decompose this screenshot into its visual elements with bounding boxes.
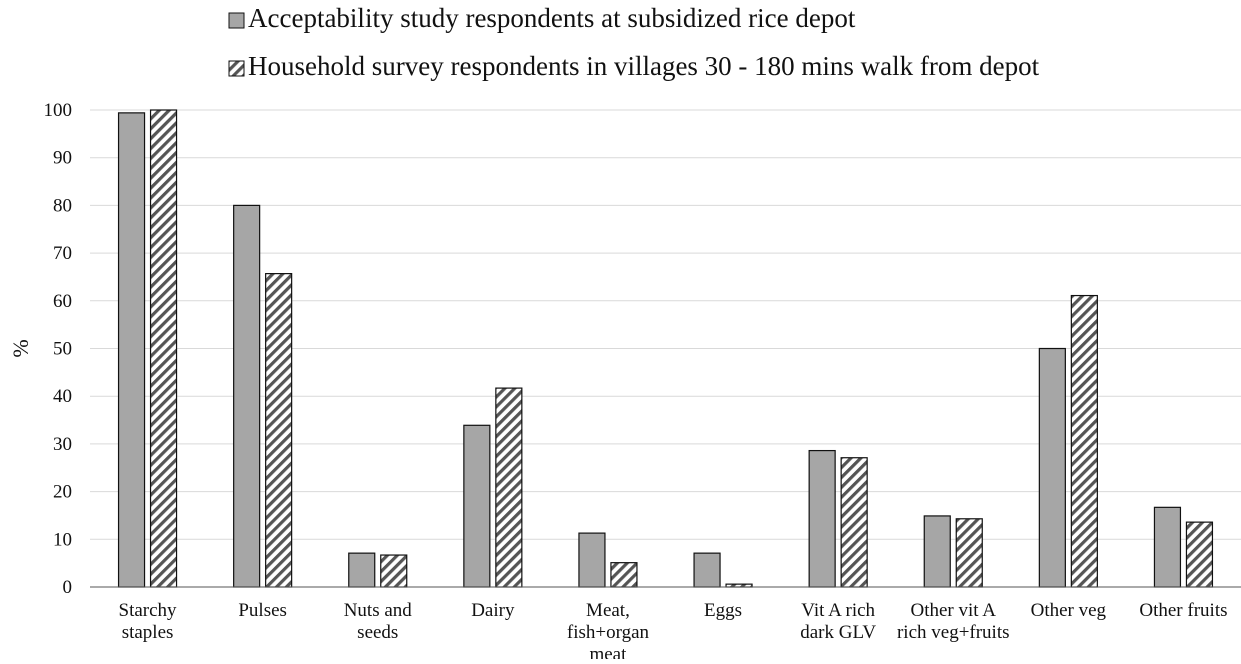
bar-series2-cat1 <box>149 109 178 588</box>
x-tick-label-5-line-3: meat <box>589 644 627 659</box>
x-tick-label-4-line-1: Dairy <box>471 600 515 621</box>
y-tick-label-60: 60 <box>53 291 72 312</box>
bar-series1-cat1 <box>117 112 146 588</box>
bar-series1-cat6 <box>693 552 721 588</box>
bar-series1-cat9 <box>1038 347 1066 588</box>
x-tick-label-5-line-1: Meat, <box>586 600 630 621</box>
bar-series2-cat8 <box>955 518 983 588</box>
x-tick-label-1-line-1: Starchy <box>119 600 178 621</box>
y-axis-label: % <box>8 339 33 357</box>
legend-swatch-2 <box>228 60 245 77</box>
x-tick-label-5-line-2: fish+organ <box>567 622 650 643</box>
bar-series2-cat10 <box>1185 521 1214 588</box>
gridlines <box>90 109 1241 540</box>
legend: Acceptability study respondents at subsi… <box>228 3 1040 81</box>
bar-series1-cat8 <box>923 515 951 588</box>
y-tick-label-50: 50 <box>53 339 72 360</box>
y-tick-label-10: 10 <box>53 529 72 550</box>
bar-series1-cat5 <box>578 532 606 588</box>
x-tick-label-8-line-2: rich veg+fruits <box>897 622 1010 643</box>
y-tick-label-100: 100 <box>44 100 73 121</box>
bar-series1-cat2 <box>233 204 261 588</box>
bar-series2-cat9 <box>1070 294 1098 588</box>
bar-series2-cat3 <box>380 554 408 588</box>
y-tick-label-30: 30 <box>53 434 72 455</box>
y-tick-label-20: 20 <box>53 482 72 503</box>
bar-series1-cat4 <box>463 424 491 588</box>
y-tick-label-70: 70 <box>53 243 72 264</box>
bar-series2-cat7 <box>840 457 868 588</box>
bar-series2-cat4 <box>495 387 523 588</box>
bar-series2-cat2 <box>265 273 293 588</box>
x-tick-label-2-line-1: Pulses <box>238 600 287 621</box>
bar-series1-cat3 <box>348 552 376 588</box>
y-tick-label-0: 0 <box>63 577 73 598</box>
x-tick-label-1-line-2: staples <box>122 622 174 643</box>
y-tick-label-80: 80 <box>53 195 72 216</box>
legend-label-2: Household survey respondents in villages… <box>248 51 1040 81</box>
x-tick-label-7-line-1: Vit A rich <box>801 600 875 621</box>
bar-series2-cat5 <box>610 562 638 588</box>
x-tick-label-10-line-1: Other fruits <box>1139 600 1227 621</box>
x-tick-label-9-line-1: Other veg <box>1031 600 1107 621</box>
y-axis: 0 10 20 30 40 50 60 70 80 90 100% <box>8 100 72 598</box>
x-tick-label-6-line-1: Eggs <box>704 600 742 621</box>
x-tick-label-3-line-1: Nuts and <box>344 600 413 621</box>
y-tick-label-90: 90 <box>53 148 72 169</box>
x-tick-label-7-line-2: dark GLV <box>800 622 876 643</box>
bar-series1-cat10 <box>1153 506 1182 588</box>
legend-swatch-1 <box>228 12 245 29</box>
y-tick-label-40: 40 <box>53 386 72 407</box>
x-tick-label-8-line-1: Other vit A <box>911 600 997 621</box>
legend-label-1: Acceptability study respondents at subsi… <box>248 3 856 33</box>
x-tick-label-3-line-2: seeds <box>357 622 398 643</box>
bar-series1-cat7 <box>808 449 836 588</box>
